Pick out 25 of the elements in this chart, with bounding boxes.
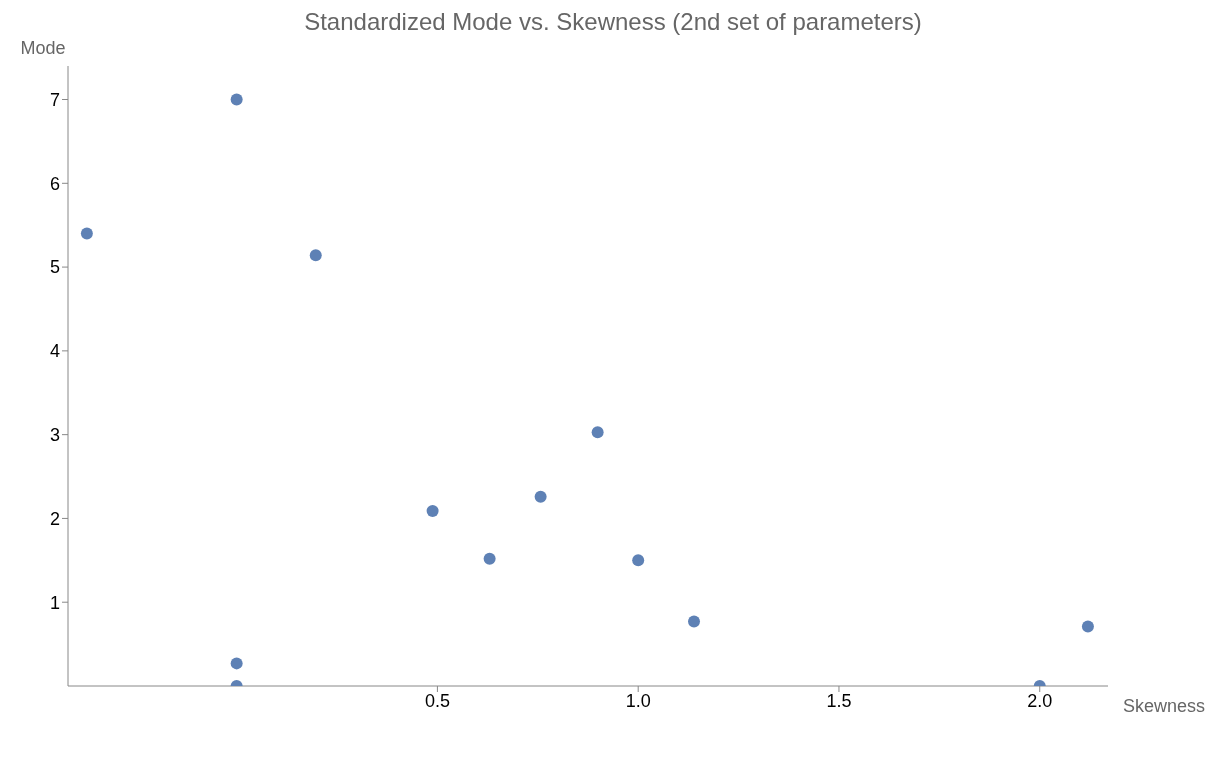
point — [80, 227, 93, 240]
y-axis-title: Mode — [20, 38, 66, 58]
point — [632, 554, 645, 567]
y-tick-label: 6 — [49, 173, 60, 194]
x-axis-title: Skewness — [1123, 696, 1206, 717]
x-tick-label: 1.5 — [826, 690, 852, 711]
point — [426, 504, 439, 517]
y-tick-label: 2 — [49, 508, 60, 529]
point — [1081, 620, 1094, 633]
point — [230, 93, 243, 106]
chart-title: Standardized Mode vs. Skewness (2nd set of parameters) — [303, 8, 923, 36]
point — [230, 657, 243, 670]
point — [534, 490, 547, 503]
y-tick-label: 7 — [49, 89, 60, 110]
y-tick-label: 1 — [49, 592, 60, 613]
y-tick-label: 3 — [49, 425, 60, 446]
point — [591, 426, 604, 439]
point — [483, 552, 496, 565]
x-tick-label: 0.5 — [424, 690, 450, 711]
x-tick-label: 1.0 — [625, 690, 651, 711]
x-tick-label: 2.0 — [1027, 690, 1053, 711]
y-tick-label: 4 — [49, 341, 60, 362]
point — [688, 615, 701, 628]
point — [309, 249, 322, 262]
y-tick-label: 5 — [49, 257, 60, 278]
